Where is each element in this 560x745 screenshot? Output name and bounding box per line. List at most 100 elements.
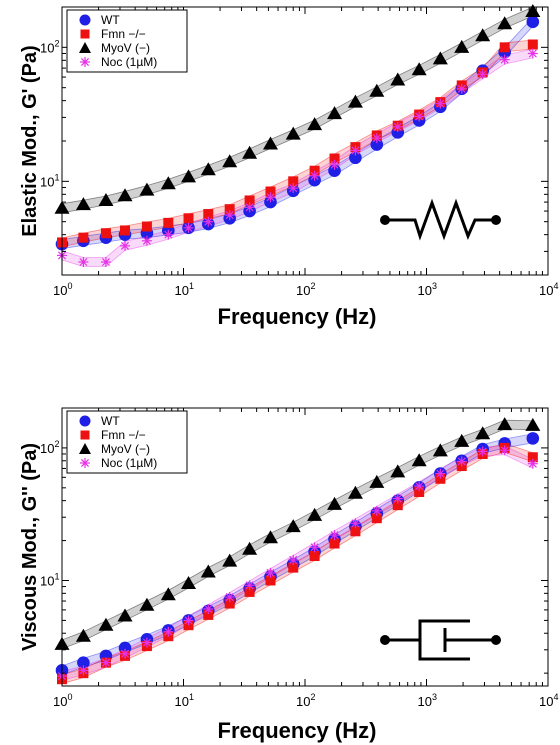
data-point-asterisk <box>100 257 111 268</box>
series-lines <box>62 7 534 267</box>
data-point-triangle <box>139 597 155 611</box>
legend-marker-asterisk <box>80 458 90 468</box>
data-point-triangle <box>160 176 176 190</box>
data-point-asterisk <box>141 235 152 246</box>
x-tick-label: 103 <box>418 281 437 298</box>
x-tick-label: 103 <box>418 692 437 709</box>
data-point-asterisk <box>141 637 152 648</box>
data-point-asterisk <box>456 456 467 467</box>
data-point-square <box>414 486 425 497</box>
spring-icon <box>380 198 501 241</box>
data-point-square <box>224 204 235 215</box>
data-point-asterisk <box>414 111 425 122</box>
data-point-square <box>288 176 299 187</box>
data-point-square <box>329 153 340 164</box>
data-point-asterisk <box>224 210 235 221</box>
data-point-asterisk <box>477 446 488 457</box>
data-point-triangle <box>411 62 427 76</box>
data-point-asterisk <box>309 542 320 553</box>
data-point-square <box>329 538 340 549</box>
y-tick-label: 101 <box>40 571 59 588</box>
data-point-square <box>203 609 214 620</box>
legend-entry-label: Fmn −/− <box>101 428 146 442</box>
data-point-square <box>119 225 130 236</box>
error-band <box>62 420 533 649</box>
data-point-triangle <box>181 169 197 183</box>
data-point-square <box>435 473 446 484</box>
dashpot-icon <box>380 619 501 661</box>
data-point-asterisk <box>371 133 382 144</box>
data-point-asterisk <box>288 183 299 194</box>
data-point-square <box>350 526 361 537</box>
series-markers <box>54 417 541 685</box>
data-point-asterisk <box>163 626 174 637</box>
data-point-square <box>183 213 194 224</box>
data-point-triangle <box>497 417 513 431</box>
legend-marker-asterisk <box>80 57 90 67</box>
data-point-asterisk <box>265 567 276 578</box>
data-point-square <box>499 42 510 53</box>
data-point-triangle <box>327 106 343 120</box>
data-point-triangle <box>285 519 301 533</box>
data-point-triangle <box>390 464 406 478</box>
data-point-asterisk <box>244 202 255 213</box>
data-point-asterisk <box>244 580 255 591</box>
data-point-triangle <box>307 117 323 131</box>
data-point-asterisk <box>371 505 382 516</box>
data-point-asterisk <box>78 257 89 268</box>
data-point-asterisk <box>414 481 425 492</box>
data-point-asterisk <box>203 603 214 614</box>
data-point-triangle <box>369 83 385 97</box>
data-point-triangle <box>139 182 155 196</box>
x-tick-label: 100 <box>53 692 72 709</box>
data-point-triangle <box>200 162 216 176</box>
x-tick-label: 102 <box>296 281 315 298</box>
data-point-square <box>163 217 174 228</box>
data-point-asterisk <box>224 592 235 603</box>
data-point-circle <box>526 432 540 445</box>
data-point-triangle <box>347 94 363 108</box>
data-point-square <box>527 452 538 463</box>
legend-marker-triangle <box>79 42 91 53</box>
data-point-triangle <box>242 541 258 555</box>
data-point-asterisk <box>329 530 340 541</box>
axis-ticks: 100 101 102 103 104 101 102 <box>40 6 558 298</box>
data-point-square <box>244 586 255 597</box>
x-tick-label: 104 <box>539 692 558 709</box>
data-point-asterisk <box>100 657 111 668</box>
data-point-asterisk <box>309 170 320 181</box>
legend-entry-label: WT <box>101 13 120 27</box>
data-point-asterisk <box>203 216 214 227</box>
data-point-triangle <box>117 608 133 622</box>
data-point-square <box>288 562 299 573</box>
data-point-triangle <box>98 192 114 206</box>
data-point-asterisk <box>350 145 361 156</box>
viscous-modulus-panel: 100 101 102 103 104 101 102 Viscous Mod., G'' … <box>19 407 558 743</box>
data-point-circle <box>77 656 90 669</box>
data-point-asterisk <box>78 665 89 676</box>
data-point-triangle <box>75 197 91 211</box>
data-point-square <box>100 228 111 239</box>
data-point-triangle <box>525 417 541 431</box>
legend-entry-label: MyoV (−) <box>101 442 150 456</box>
data-point-triangle <box>285 126 301 140</box>
legend-entry-label: Fmn −/− <box>101 27 146 41</box>
elastic-modulus-panel: 100 101 102 103 104 101 102 Elastic Mod., G' (… <box>19 4 558 329</box>
x-axis-label: Frequency (Hz) <box>218 304 377 329</box>
data-point-asterisk <box>163 229 174 240</box>
data-point-asterisk <box>119 240 130 251</box>
data-point-square <box>371 513 382 524</box>
data-point-triangle <box>347 485 363 499</box>
data-point-circle <box>526 15 540 29</box>
y-axis-label: Elastic Mod., G' (Pa) <box>19 45 41 236</box>
data-point-square <box>78 232 89 243</box>
x-tick-label: 104 <box>539 281 558 298</box>
legend-marker-square <box>80 29 90 39</box>
data-point-triangle <box>432 51 448 65</box>
data-point-asterisk <box>288 554 299 565</box>
data-point-triangle <box>307 507 323 521</box>
data-point-triangle <box>200 564 216 578</box>
legend-entry-label: Noc (1µM) <box>101 456 157 470</box>
